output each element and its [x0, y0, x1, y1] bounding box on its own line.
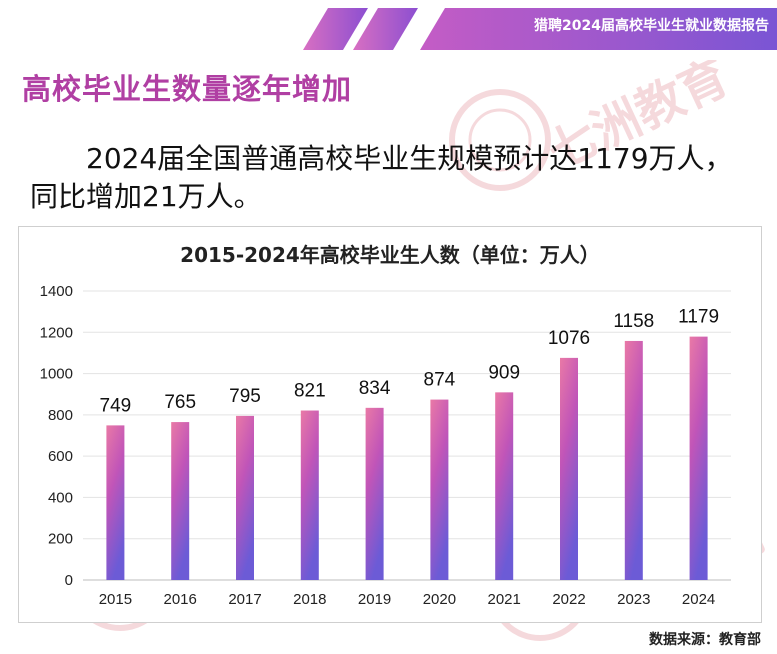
bar — [171, 422, 190, 580]
bar — [106, 425, 125, 580]
report-title: 猎聘2024届高校毕业生就业数据报告 — [534, 18, 769, 34]
y-tick-label: 1200 — [40, 324, 73, 341]
bar-chart: 2015-2024年高校毕业生人数（单位：万人） 0 200 400 600 800 10… — [40, 243, 731, 608]
x-tick-label: 2023 — [617, 591, 650, 608]
x-tick-label: 2017 — [228, 591, 261, 608]
header-decoration — [303, 8, 777, 50]
y-tick-label: 200 — [48, 531, 73, 548]
bar — [689, 336, 708, 580]
x-tick-label: 2021 — [488, 591, 521, 608]
x-tick-label: 2018 — [293, 591, 326, 608]
bar — [365, 407, 384, 580]
y-tick-label: 800 — [48, 407, 73, 424]
x-tick-label: 2024 — [682, 591, 715, 608]
section-title: 高校毕业生数量逐年增加 — [22, 72, 353, 106]
bar-value-label: 1158 — [613, 311, 654, 332]
bar-value-label: 874 — [424, 370, 456, 391]
source-note: 数据来源：教育部 — [649, 632, 761, 648]
x-tick-label: 2019 — [358, 591, 391, 608]
bar-value-label: 1076 — [548, 328, 590, 349]
x-tick-label: 2016 — [164, 591, 197, 608]
bar-value-label: 749 — [100, 395, 132, 416]
x-tick-label: 2022 — [552, 591, 585, 608]
y-tick-label: 600 — [48, 448, 73, 465]
bar-value-label: 821 — [294, 381, 326, 402]
bar-value-label: 1179 — [678, 307, 719, 328]
header-band — [420, 8, 777, 50]
x-tick-label: 2020 — [423, 591, 456, 608]
bar — [495, 392, 514, 580]
y-tick-label: 400 — [48, 489, 73, 506]
y-tick-label: 1000 — [40, 366, 73, 383]
bar — [560, 357, 578, 580]
bar — [236, 415, 254, 580]
chart-container: 2015-2024年高校毕业生人数（单位：万人） 0 200 400 600 800 10… — [18, 226, 762, 623]
x-tick-label: 2015 — [99, 591, 132, 608]
bar — [430, 399, 449, 580]
bar — [300, 410, 319, 580]
header-stripe-2 — [353, 8, 418, 50]
bar-value-label: 765 — [164, 392, 196, 413]
bar-value-label: 795 — [229, 386, 261, 407]
bar-value-label: 834 — [359, 378, 391, 399]
header-stripe-1 — [303, 8, 368, 50]
bar — [624, 340, 643, 580]
y-tick-label: 0 — [65, 572, 73, 589]
y-tick-label: 1400 — [40, 283, 73, 300]
chart-title: 2015-2024年高校毕业生人数（单位：万人） — [180, 243, 600, 267]
bar-value-label: 909 — [488, 362, 520, 383]
headline-text: 2024届全国普通高校毕业生规模预计达1179万人，同比增加21万人。 — [30, 142, 733, 213]
